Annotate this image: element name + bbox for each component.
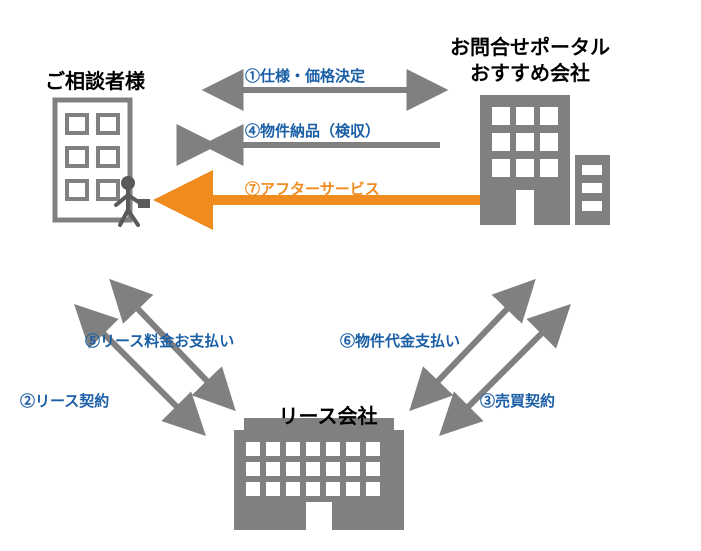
flow-2-label: ②リース契約 bbox=[20, 390, 109, 411]
lease-building-icon bbox=[234, 418, 404, 530]
flow-1-label: ①仕様・価格決定 bbox=[245, 65, 365, 86]
flow-5-label: ⑤リース料金お支払い bbox=[85, 330, 234, 351]
portal-label-line2: おすすめ会社 bbox=[450, 61, 610, 87]
flow-3-label: ③売買契約 bbox=[480, 390, 555, 411]
arrow-lease-contract bbox=[80, 310, 200, 430]
flow-6-label: ⑥物件代金支払い bbox=[340, 330, 460, 351]
portal-label-line1: お問合せポータル bbox=[450, 35, 610, 61]
portal-label: お問合せポータル おすすめ会社 bbox=[450, 35, 610, 87]
flow-4-label: ④物件納品（検収） bbox=[245, 120, 380, 141]
portal-building-icon bbox=[480, 95, 610, 225]
arrow-sale-contract bbox=[445, 310, 565, 430]
lease-label: リース会社 bbox=[243, 400, 413, 429]
flow-7-label: ⑦アフターサービス bbox=[245, 178, 380, 199]
customer-label: ご相談者様 bbox=[45, 65, 145, 94]
